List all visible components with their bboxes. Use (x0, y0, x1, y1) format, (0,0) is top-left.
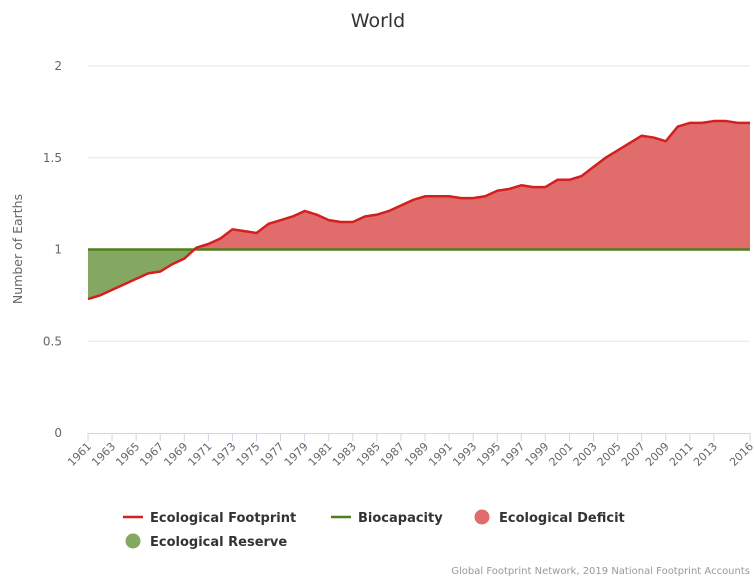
legend-item-deficit-label: Ecological Deficit (499, 511, 625, 526)
x-tick-label: 1979 (282, 440, 311, 469)
x-tick-label: 1999 (523, 440, 552, 469)
y-tick-label: 1 (54, 243, 62, 257)
x-tick-label: 1967 (137, 440, 166, 469)
y-axis-label: Number of Earths (10, 194, 25, 304)
x-tick-label: 1963 (89, 440, 118, 469)
x-tick-label: 1981 (306, 440, 335, 469)
x-tick-label: 1995 (474, 440, 503, 469)
legend-item-deficit[interactable]: Ecological Deficit (474, 509, 625, 527)
legend-item-reserve-label: Ecological Reserve (150, 535, 287, 550)
x-tick-label: 2013 (691, 440, 720, 469)
plot-areas (88, 121, 750, 300)
x-tick-label: 1977 (258, 440, 287, 469)
x-tick-label: 2003 (571, 440, 600, 469)
y-tick-label: 0.5 (43, 334, 62, 348)
legend-item-reserve-symbol (125, 533, 141, 549)
x-tick-label: 2001 (547, 440, 576, 469)
x-tick-label: 1987 (378, 440, 407, 469)
reserve-area (88, 249, 195, 300)
y-tick-label: 2 (54, 59, 62, 73)
legend-item-biocapacity-label: Biocapacity (358, 511, 443, 526)
x-tick-label: 1965 (113, 440, 142, 469)
x-tick-label: 1991 (426, 440, 455, 469)
legend-item-footprint-label: Ecological Footprint (150, 511, 296, 526)
x-tick-label: 1993 (450, 440, 479, 469)
x-tick-label: 1971 (185, 440, 214, 469)
x-tick-label: 2011 (667, 440, 696, 469)
footprint-line (87, 119, 750, 301)
x-tick-label: 1973 (210, 440, 239, 469)
plot-lines (87, 119, 750, 301)
x-tick-label: 1969 (161, 440, 190, 469)
x-tick-label: 2007 (619, 440, 648, 469)
x-tick-label: 1961 (65, 440, 94, 469)
legend[interactable]: Ecological Footprint Biocapacity Ecologica… (123, 509, 625, 551)
x-tick-label: 1983 (330, 440, 359, 469)
chart-title: World (351, 10, 405, 32)
x-tick-label: 2016 (727, 440, 754, 469)
chart-credit[interactable]: Global Footprint Network, 2019 National … (451, 566, 750, 577)
x-axis: 1961196319651967196919711973197519771979… (65, 433, 754, 469)
y-tick-label: 0 (54, 426, 62, 440)
deficit-area (194, 121, 750, 250)
x-tick-label: 2005 (595, 440, 624, 469)
legend-item-deficit-symbol (474, 509, 490, 525)
legend-item-footprint[interactable]: Ecological Footprint (123, 511, 296, 526)
x-tick-label: 1975 (234, 440, 263, 469)
x-tick-label: 1985 (354, 440, 383, 469)
legend-item-biocapacity[interactable]: Biocapacity (331, 511, 443, 526)
y-tick-labels: 0 0.5 1 1.5 2 (43, 59, 62, 440)
x-tick-label: 1997 (498, 440, 527, 469)
legend-item-reserve[interactable]: Ecological Reserve (125, 533, 288, 551)
x-tick-label: 2009 (643, 440, 672, 469)
x-tick-label: 1989 (402, 440, 431, 469)
y-tick-label: 1.5 (43, 151, 62, 165)
